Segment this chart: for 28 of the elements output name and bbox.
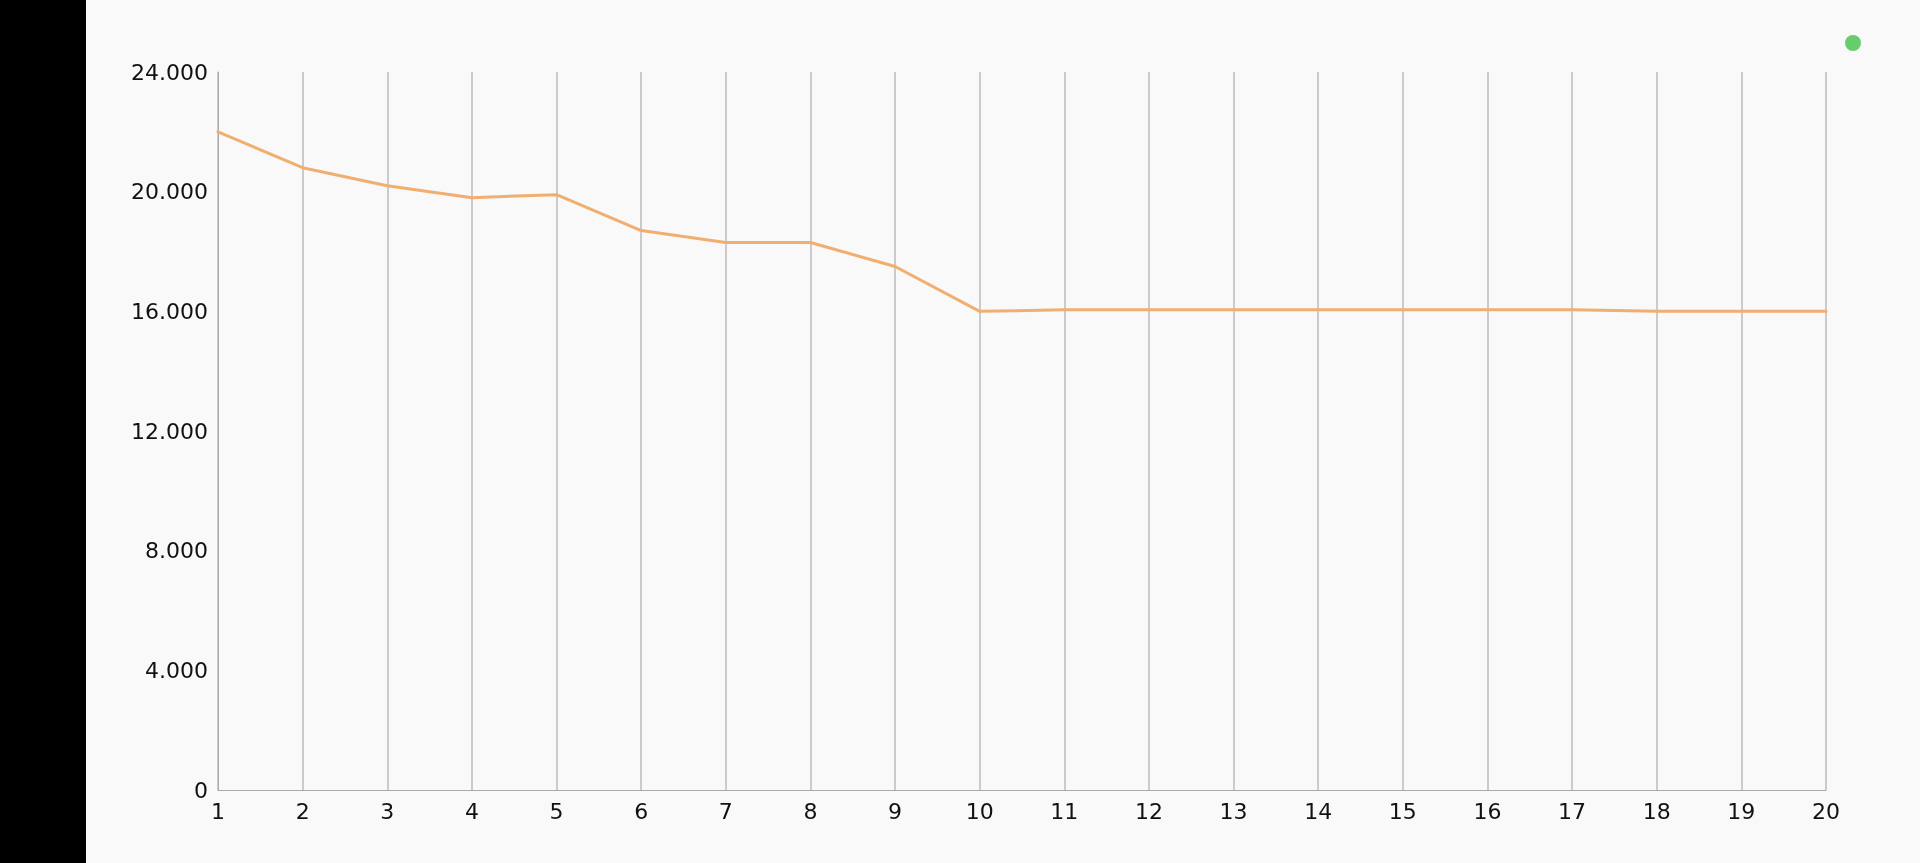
x-tick-label: 12 xyxy=(1134,798,1163,824)
x-tick-label: 19 xyxy=(1727,798,1756,824)
x-tick-label: 13 xyxy=(1219,798,1248,824)
x-tick-label: 11 xyxy=(1050,798,1079,824)
y-tick-label: 0 xyxy=(194,777,208,803)
y-tick-label: 20.000 xyxy=(131,179,208,205)
x-tick-label: 9 xyxy=(888,798,903,824)
y-tick-label: 8.000 xyxy=(145,538,208,564)
x-tick-label: 1 xyxy=(211,798,225,824)
x-tick-label: 8 xyxy=(803,798,818,824)
x-tick-label: 16 xyxy=(1473,798,1502,824)
x-tick-label: 7 xyxy=(718,798,733,824)
x-tick-label: 17 xyxy=(1558,798,1587,824)
x-tick-label: 2 xyxy=(295,798,310,824)
x-tick-label: 6 xyxy=(634,798,649,824)
x-tick-label: 4 xyxy=(464,798,479,824)
x-tick-label: 14 xyxy=(1304,798,1333,824)
y-tick-label: 16.000 xyxy=(131,298,208,324)
x-tick-label: 3 xyxy=(380,798,395,824)
x-tick-label: 20 xyxy=(1812,798,1840,824)
x-tick-label: 5 xyxy=(549,798,564,824)
x-tick-label: 10 xyxy=(965,798,994,824)
y-tick-label: 12.000 xyxy=(131,418,208,444)
x-tick-label: 15 xyxy=(1388,798,1417,824)
y-tick-label: 24.000 xyxy=(131,59,208,85)
line-series xyxy=(216,130,1828,313)
y-tick-label: 4.000 xyxy=(145,657,208,683)
x-tick-label: 18 xyxy=(1642,798,1671,824)
